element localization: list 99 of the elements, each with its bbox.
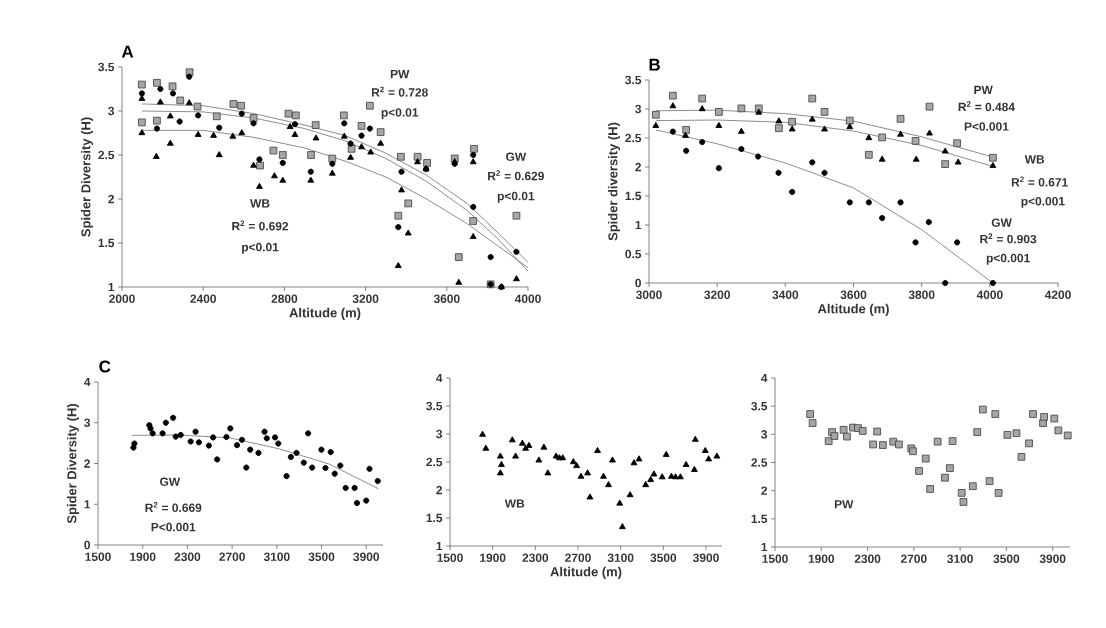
y-tick-label: 3.5 xyxy=(751,401,768,411)
y-tick-label: 3 xyxy=(436,429,443,439)
x-tick-label: 1900 xyxy=(130,552,156,561)
x-tick-label: 3100 xyxy=(947,554,973,564)
annotation: R$^{2}$ = 0.669 xyxy=(145,502,202,513)
x-tick-label: 2700 xyxy=(219,552,245,561)
annotation: p<0.01 xyxy=(381,108,419,120)
y-tick-label: 2 xyxy=(84,459,90,468)
annotation: R$^{2}$ = 0.903 xyxy=(980,233,1037,244)
annotation: P<0.001 xyxy=(151,522,196,532)
x-tick-label: 3400 xyxy=(772,290,799,299)
y-tick-label: 1.5 xyxy=(426,513,443,523)
y-tick-label: 1 xyxy=(84,500,91,509)
x-tick-label: 3500 xyxy=(650,553,677,563)
y-tick-label: 0 xyxy=(84,540,90,550)
y-tick-label: 0.5 xyxy=(625,249,642,259)
y-tick-label: 2 xyxy=(761,486,768,495)
y-tick-label: 2.5 xyxy=(426,457,443,467)
x-tick-label: 1900 xyxy=(808,554,835,563)
y-tick-label: 3.5 xyxy=(426,401,443,411)
annotation: WB xyxy=(1024,155,1045,164)
y-tick-label: 3 xyxy=(635,104,642,114)
x-tick-label: 3800 xyxy=(908,290,935,299)
chart-title: A xyxy=(121,45,134,58)
y-tick-label: 2.5 xyxy=(625,133,642,143)
x-axis-title: Altitude (m) xyxy=(289,307,361,320)
x-tick-label: 3900 xyxy=(1039,554,1066,564)
chart-title: C xyxy=(99,360,111,373)
y-tick-label: 2 xyxy=(436,485,443,495)
y-tick-label: 1 xyxy=(635,220,642,230)
x-tick-label: 3200 xyxy=(704,290,730,299)
x-tick-label: 3900 xyxy=(353,552,380,562)
annotation: R$^{2}$ = 0.671 xyxy=(1011,176,1068,187)
x-tick-label: 3000 xyxy=(635,290,662,299)
y-tick-label: 3.5 xyxy=(625,75,642,85)
annotation: p<0.01 xyxy=(242,242,279,254)
y-axis-title: Spider Diversity (H) xyxy=(80,117,94,237)
x-tick-label: 2700 xyxy=(565,553,591,562)
y-tick-label: 2.5 xyxy=(751,458,768,467)
y-tick-label: 1.5 xyxy=(751,514,768,523)
annotation: R$^{2}$ = 0.692 xyxy=(232,220,289,231)
x-tick-label: 3600 xyxy=(840,290,867,299)
y-tick-label: 2 xyxy=(635,162,642,172)
y-axis-title: Spider diversity (H) xyxy=(607,122,621,241)
y-tick-label: 0 xyxy=(635,278,641,288)
annotation: p<0.001 xyxy=(986,253,1030,265)
y-tick-label: 1 xyxy=(108,282,115,292)
x-tick-label: 4000 xyxy=(976,290,1003,299)
x-tick-label: 3100 xyxy=(607,553,634,563)
y-tick-label: 3.5 xyxy=(98,62,115,72)
x-tick-label: 2300 xyxy=(522,553,549,563)
x-tick-label: 2300 xyxy=(174,552,201,562)
x-tick-label: 3500 xyxy=(993,554,1020,564)
annotation: PW xyxy=(390,69,410,79)
y-tick-label: 3 xyxy=(84,418,91,427)
x-tick-label: 1500 xyxy=(437,553,463,562)
x-tick-label: 2000 xyxy=(109,294,135,303)
annotation: R$^{2}$ = 0.629 xyxy=(488,170,544,181)
y-tick-label: 3 xyxy=(108,106,115,116)
x-tick-label: 1500 xyxy=(85,552,111,561)
x-tick-label: 3200 xyxy=(352,294,379,303)
annotation: WB xyxy=(504,499,525,508)
y-tick-label: 1.5 xyxy=(98,238,115,248)
annotation: p<0.001 xyxy=(1021,196,1065,208)
annotation: GW xyxy=(991,218,1012,227)
x-tick-label: 4000 xyxy=(514,294,541,303)
y-tick-label: 1 xyxy=(761,542,768,552)
y-tick-label: 4 xyxy=(761,373,768,383)
annotation: R$^{2}$ = 0.484 xyxy=(958,101,1015,112)
annotation: PW xyxy=(834,500,854,509)
y-tick-label: 2 xyxy=(108,194,114,204)
annotation: GW xyxy=(506,152,527,161)
y-tick-label: 2.5 xyxy=(98,150,115,160)
x-tick-label: 3900 xyxy=(692,553,719,563)
annotation: WB xyxy=(250,199,270,208)
y-tick-label: 4 xyxy=(84,377,91,387)
x-tick-label: 4200 xyxy=(1044,290,1071,299)
x-tick-label: 3600 xyxy=(433,294,460,303)
x-tick-label: 1500 xyxy=(762,554,788,563)
annotation: PW xyxy=(974,85,993,95)
y-tick-label: 1.5 xyxy=(625,191,642,201)
x-tick-label: 3500 xyxy=(308,552,335,562)
y-tick-label: 1 xyxy=(436,541,443,551)
annotation: P<0.001 xyxy=(964,122,1009,131)
y-tick-label: 4 xyxy=(436,373,443,383)
x-tick-label: 2400 xyxy=(190,294,216,303)
x-tick-label: 3100 xyxy=(263,552,290,562)
x-tick-label: 1900 xyxy=(480,553,506,562)
x-tick-label: 2800 xyxy=(271,294,298,303)
annotation: p<0.01 xyxy=(497,191,535,203)
annotation: GW xyxy=(160,477,181,486)
x-axis-title: Altitude (m) xyxy=(550,566,622,579)
y-tick-label: 3 xyxy=(761,430,768,439)
chart-title: B xyxy=(649,58,660,71)
y-axis-title: Spider Diversity (H) xyxy=(66,404,79,524)
annotation: R$^{2}$ = 0.728 xyxy=(371,86,428,97)
x-axis-title: Altitude (m) xyxy=(817,303,889,316)
x-tick-label: 2700 xyxy=(900,554,927,563)
x-tick-label: 2300 xyxy=(854,554,881,564)
